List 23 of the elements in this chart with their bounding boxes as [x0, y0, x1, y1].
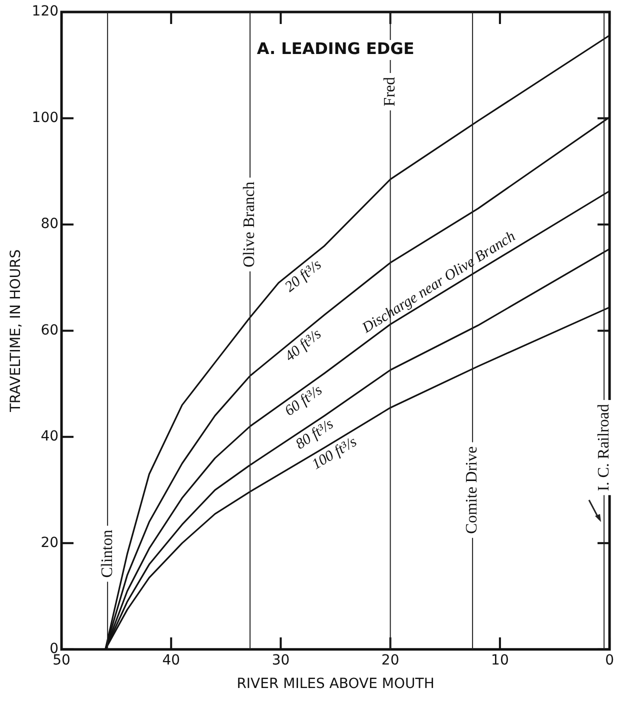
x-tick-label: 40	[162, 652, 180, 668]
ref-line-label: Clinton	[98, 530, 116, 578]
text: 40 ft³/s	[282, 326, 325, 365]
y-tick-label: 40	[40, 428, 59, 445]
x-tick-label: 10	[491, 652, 509, 668]
text: 20 ft³/s	[282, 256, 325, 296]
x-tick-label: 0	[605, 652, 614, 668]
y-tick-label: 100	[32, 110, 59, 126]
ref-line-label: Fred	[382, 77, 399, 106]
ref-line-label: Olive Branch	[241, 182, 258, 268]
ref-line-label: Comite Drive	[464, 446, 481, 534]
ref-line-label: I. C. Railroad	[595, 404, 612, 492]
x-tick-label: 20	[381, 652, 400, 668]
text: 60 ft³/s	[282, 382, 326, 420]
text: A. LEADING EDGE	[256, 39, 414, 58]
x-tick-label: 50	[52, 652, 70, 668]
y-tick-label: 20	[40, 534, 59, 551]
y-tick-label: 80	[40, 216, 59, 232]
x-tick-label: 30	[272, 652, 290, 668]
y-tick-label: 60	[40, 322, 59, 338]
y-axis-title: TRAVELTIME, IN HOURS	[8, 249, 24, 414]
x-axis-title: RIVER MILES ABOVE MOUTH	[236, 676, 434, 692]
y-tick-label: 120	[32, 4, 59, 20]
